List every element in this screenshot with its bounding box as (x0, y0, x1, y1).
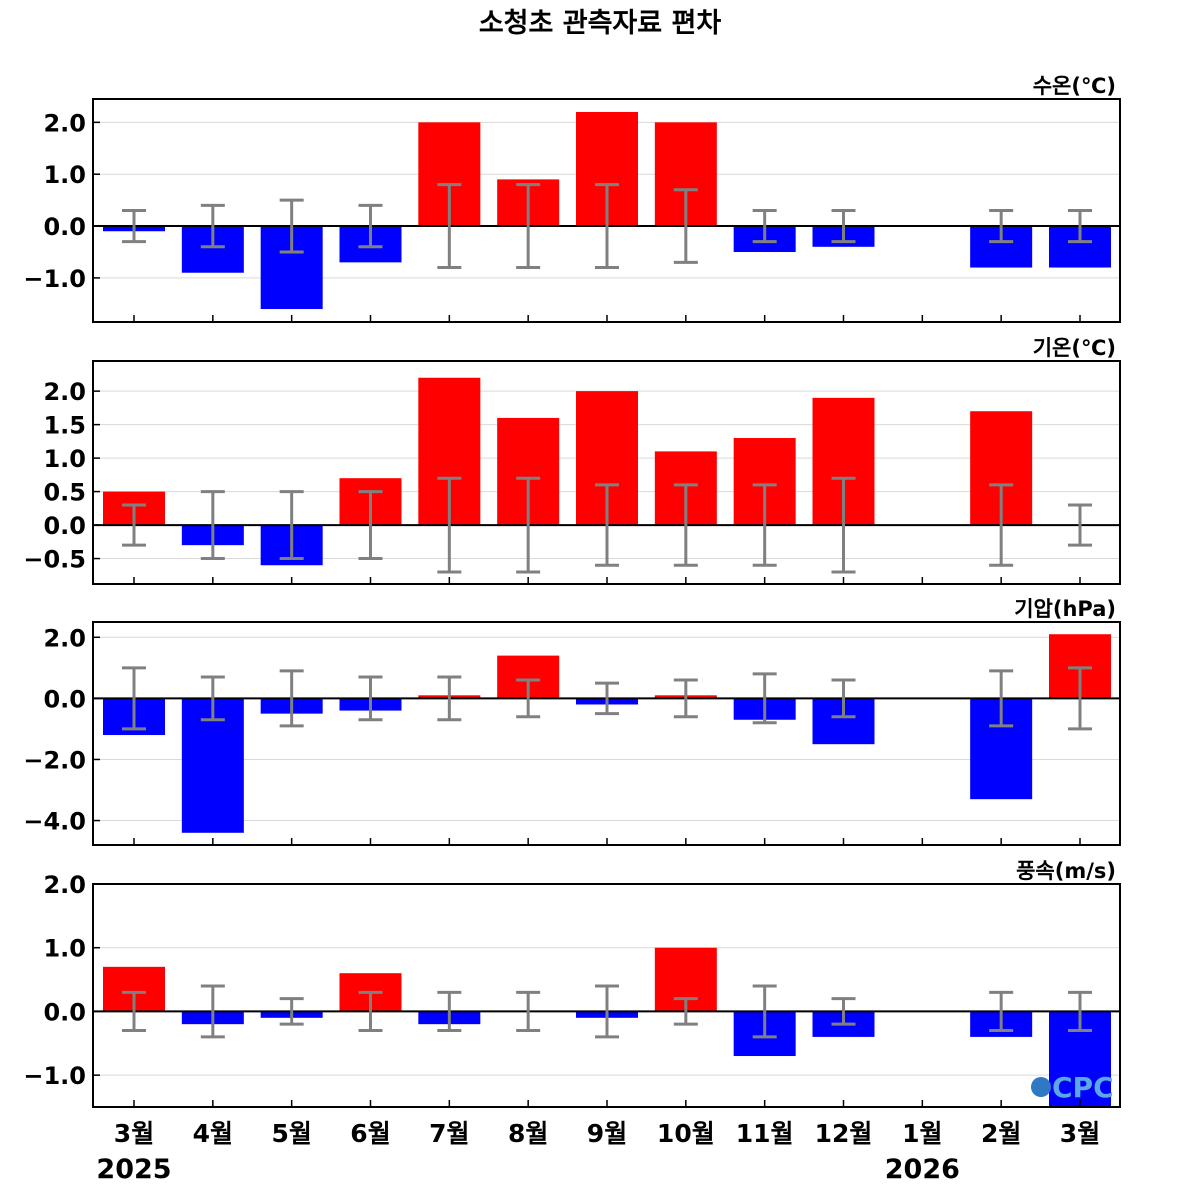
error-bar (831, 997, 856, 1026)
panel-label: 기압(hPa) (1014, 597, 1116, 621)
x-tick-label: 3월 (1060, 1119, 1100, 1148)
y-tick-label: −4.0 (23, 808, 86, 836)
x-tick-label: 11월 (736, 1119, 794, 1148)
y-tick-label: 0.0 (43, 213, 86, 241)
error-bar (200, 984, 225, 1039)
y-tick-label: −1.0 (23, 265, 86, 293)
year-label: 2026 (885, 1154, 960, 1185)
panel-2: 2.0 1.5 1.0 0.5 0.0 −0.5 기온(℃) (23, 336, 1121, 585)
cpc-logo: CPC (1031, 1071, 1114, 1104)
error-bar (200, 203, 225, 249)
error-bar (358, 675, 383, 722)
error-bar (831, 476, 856, 574)
chart-title: 소청초 관측자료 편차 (479, 8, 722, 39)
error-bar (595, 183, 619, 270)
error-bar (595, 984, 619, 1039)
error-bar (358, 990, 383, 1033)
error-bar (1068, 990, 1092, 1033)
x-tick-label: 10월 (657, 1119, 715, 1148)
error-bar (831, 678, 856, 719)
panel-frame (92, 621, 1121, 846)
error-bar (122, 503, 146, 547)
error-bar (122, 990, 146, 1033)
error-bar (989, 990, 1014, 1033)
error-bar (437, 990, 462, 1033)
x-tick-label: 3월 (114, 1119, 154, 1148)
error-bar (1068, 503, 1092, 547)
chart-panels: 2.0 1.0 0.0 −1.0 수온(℃) 2.0 1.5 1.0 0.5 0.0 −0.5 기온(… (23, 74, 1121, 1108)
y-tick-label: 1.0 (43, 161, 86, 189)
y-tick-label: 1.0 (43, 935, 86, 963)
error-bar (437, 476, 462, 574)
y-tick-label: −0.5 (23, 546, 86, 574)
logo-text: CPC (1052, 1071, 1114, 1104)
x-tick-label: 9월 (587, 1119, 627, 1148)
error-bar (673, 678, 698, 719)
error-bar (437, 183, 462, 270)
y-tick-label: 0.0 (43, 512, 86, 540)
error-bar (989, 209, 1014, 244)
y-tick-label: 2.0 (43, 109, 86, 137)
error-bar (200, 490, 225, 561)
x-tick-label: 1월 (902, 1119, 942, 1148)
error-bar (358, 490, 383, 561)
y-tick-label: 0.0 (43, 685, 86, 713)
error-bar (752, 209, 777, 244)
x-tick-label: 12월 (815, 1119, 873, 1148)
error-bar (831, 209, 856, 244)
x-tick-label: 6월 (350, 1119, 390, 1148)
x-tick-label: 2월 (981, 1119, 1021, 1148)
error-bar (437, 675, 462, 722)
error-bar (122, 666, 146, 731)
panel-3: 2.0 0.0 −2.0 −4.0 기압(hPa) (23, 597, 1121, 846)
panel-label: 풍속(m/s) (1016, 859, 1116, 883)
panel-label: 기온(℃) (1033, 336, 1116, 360)
error-bar (1068, 666, 1092, 731)
y-tick-label: 0.0 (43, 998, 86, 1026)
error-bar (989, 669, 1014, 728)
y-tick-label: 1.5 (43, 412, 86, 440)
y-tick-label: 2.0 (43, 624, 86, 652)
panel-1: 2.0 1.0 0.0 −1.0 수온(℃) (23, 74, 1121, 323)
x-tick-label: 8월 (508, 1119, 548, 1148)
y-tick-label: −2.0 (23, 746, 86, 774)
error-bar (279, 198, 304, 254)
error-bar (673, 483, 698, 567)
error-bar (516, 183, 541, 270)
error-bar (279, 669, 304, 728)
error-bar (673, 997, 698, 1026)
panel-label: 수온(℃) (1033, 74, 1116, 98)
error-bar (595, 681, 619, 716)
y-tick-label: 0.5 (43, 479, 86, 507)
y-tick-label: 1.0 (43, 445, 86, 473)
error-bar (752, 672, 777, 725)
error-bar (516, 476, 541, 574)
x-tick-label: 7월 (429, 1119, 469, 1148)
x-tick-label: 4월 (193, 1119, 233, 1148)
year-label: 2025 (96, 1154, 171, 1185)
y-tick-label: 2.0 (43, 871, 86, 899)
error-bar (752, 984, 777, 1039)
error-bar (989, 483, 1014, 567)
error-bar (200, 675, 225, 722)
error-bar (279, 997, 304, 1026)
error-bar (752, 483, 777, 567)
error-bar (1068, 209, 1092, 244)
y-tick-label: −1.0 (23, 1062, 86, 1090)
y-tick-label: 2.0 (43, 378, 86, 406)
error-bar (516, 990, 541, 1033)
error-bar (595, 483, 619, 567)
error-bar (279, 490, 304, 561)
panel-4: 2.0 1.0 0.0 −1.0 풍속(m/s) (23, 859, 1121, 1108)
x-axis-labels: 3월 4월 5월 6월 7월 8월 9월 10월 11월 12월 1월 2월 3월 2025 2026 (96, 1119, 1100, 1185)
error-bar (673, 188, 698, 264)
x-tick-label: 5월 (271, 1119, 311, 1148)
error-bar (122, 209, 146, 244)
error-bar (358, 203, 383, 249)
error-bar (516, 678, 541, 719)
logo-globe-icon (1031, 1077, 1051, 1097)
